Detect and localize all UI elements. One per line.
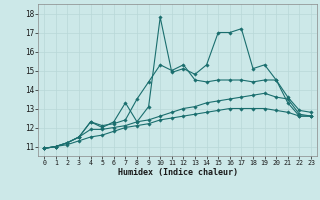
X-axis label: Humidex (Indice chaleur): Humidex (Indice chaleur) — [118, 168, 238, 177]
